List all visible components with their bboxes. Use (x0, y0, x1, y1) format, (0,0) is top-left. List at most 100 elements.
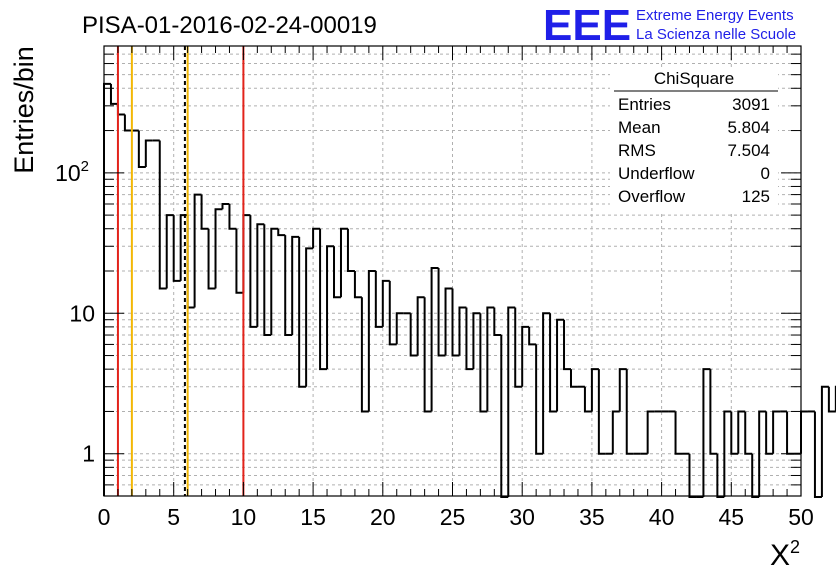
x-tick-label: 25 (440, 504, 466, 530)
histogram-bin (613, 411, 620, 453)
histogram-bin (703, 369, 710, 497)
histogram-bin (222, 204, 229, 209)
histogram-bin (243, 215, 250, 293)
histogram-bin (473, 313, 480, 369)
histogram-bin (829, 387, 836, 412)
histogram-bin (508, 307, 515, 497)
histogram-bin (822, 387, 829, 497)
histogram-bin (355, 271, 362, 297)
stats-value-entries: 3091 (732, 95, 770, 114)
x-tick-label: 20 (370, 504, 396, 530)
x-tick-label: 40 (649, 504, 675, 530)
org-name-line2: La Scienza nelle Scuole (636, 26, 796, 43)
x-tick-label: 15 (300, 504, 326, 530)
y-tick-label: 1 (82, 441, 95, 467)
histogram-bin (209, 229, 216, 289)
histogram-bin (348, 229, 355, 271)
stats-label-mean: Mean (618, 118, 661, 137)
histogram-bin (439, 268, 446, 356)
histogram-bin (160, 140, 167, 288)
histogram-bin (529, 327, 536, 345)
x-axis-label-base: X (770, 539, 790, 572)
x-tick-label: 50 (788, 504, 814, 530)
histogram-bin (432, 268, 439, 411)
org-name-line1: Extreme Energy Events (636, 7, 794, 24)
histogram-bin (257, 224, 264, 327)
histogram-bin (111, 84, 118, 104)
histogram-bin (334, 246, 341, 297)
x-tick-label: 0 (98, 504, 111, 530)
stats-value-underflow: 0 (761, 164, 770, 183)
stats-label-entries: Entries (618, 95, 671, 114)
histogram-bin (801, 411, 808, 453)
histogram-bin (376, 271, 383, 327)
histogram-bin (745, 411, 752, 453)
histogram-bin (425, 297, 432, 411)
stats-label-underflow: Underflow (618, 164, 695, 183)
histogram-bin (731, 411, 738, 453)
histogram-bin (522, 327, 529, 387)
stats-label-overflow: Overflow (618, 187, 686, 206)
histogram-bin (104, 84, 111, 496)
histogram-bin (724, 411, 731, 497)
histogram-bin (362, 297, 369, 411)
x-axis-label-superscript: 2 (790, 537, 800, 557)
x-tick-label: 30 (509, 504, 535, 530)
x-tick-label: 5 (167, 504, 180, 530)
histogram-bin (536, 344, 543, 453)
histogram-bin (125, 115, 132, 131)
histogram-bin (320, 229, 327, 369)
x-tick-label: 45 (719, 504, 745, 530)
histogram-bin (766, 411, 773, 453)
histogram-bin (759, 411, 766, 497)
histogram-bin (501, 335, 508, 497)
x-tick-label: 10 (231, 504, 257, 530)
stats-box: ChiSquare Entries 3091 Mean 5.804 RMS 7.… (610, 68, 778, 212)
histogram-bin (236, 229, 243, 293)
histogram-bin (167, 215, 174, 288)
histogram-bin (487, 307, 494, 411)
x-axis-label: X2 (770, 537, 800, 572)
histogram-bin (480, 313, 487, 411)
y-tick-label: 10 (69, 300, 95, 326)
histogram-bin (620, 369, 627, 411)
histogram-bin (369, 271, 376, 411)
histogram-bin (773, 411, 780, 453)
histogram-bin (676, 411, 683, 453)
histogram-bin (787, 411, 794, 453)
histogram-bin (543, 313, 550, 453)
histogram-bin (738, 411, 745, 453)
histogram-bin (466, 307, 473, 369)
stats-value-rms: 7.504 (727, 141, 770, 160)
histogram-bin (557, 320, 564, 412)
histogram-bin (327, 246, 334, 369)
y-tick-labels: 1 10 102 (55, 158, 95, 467)
histogram-bin (815, 411, 822, 497)
histogram-bin (341, 229, 348, 298)
eee-logo: EEE (543, 1, 631, 50)
histogram-bin (397, 313, 404, 344)
histogram-bin (648, 411, 655, 453)
histogram-bin (195, 195, 202, 308)
stats-box-title: ChiSquare (654, 69, 734, 88)
histogram-bin (550, 313, 557, 411)
histogram-bin (494, 307, 501, 335)
histogram-bin (453, 289, 460, 356)
histogram-bin (146, 140, 153, 167)
histogram-bin (313, 229, 320, 249)
histogram-bin (299, 237, 306, 387)
histogram-bin (459, 307, 466, 355)
histogram-bin (216, 209, 223, 288)
histogram-bin (202, 195, 209, 229)
y-axis-label: Entries/bin (9, 46, 39, 174)
stats-value-overflow: 125 (742, 187, 770, 206)
y-tick-label: 102 (55, 158, 89, 186)
histogram-bin (571, 369, 578, 387)
histogram-bin (585, 387, 592, 412)
histogram-bin (306, 248, 313, 386)
histogram-bin (446, 289, 453, 356)
histogram-bin (271, 229, 278, 335)
